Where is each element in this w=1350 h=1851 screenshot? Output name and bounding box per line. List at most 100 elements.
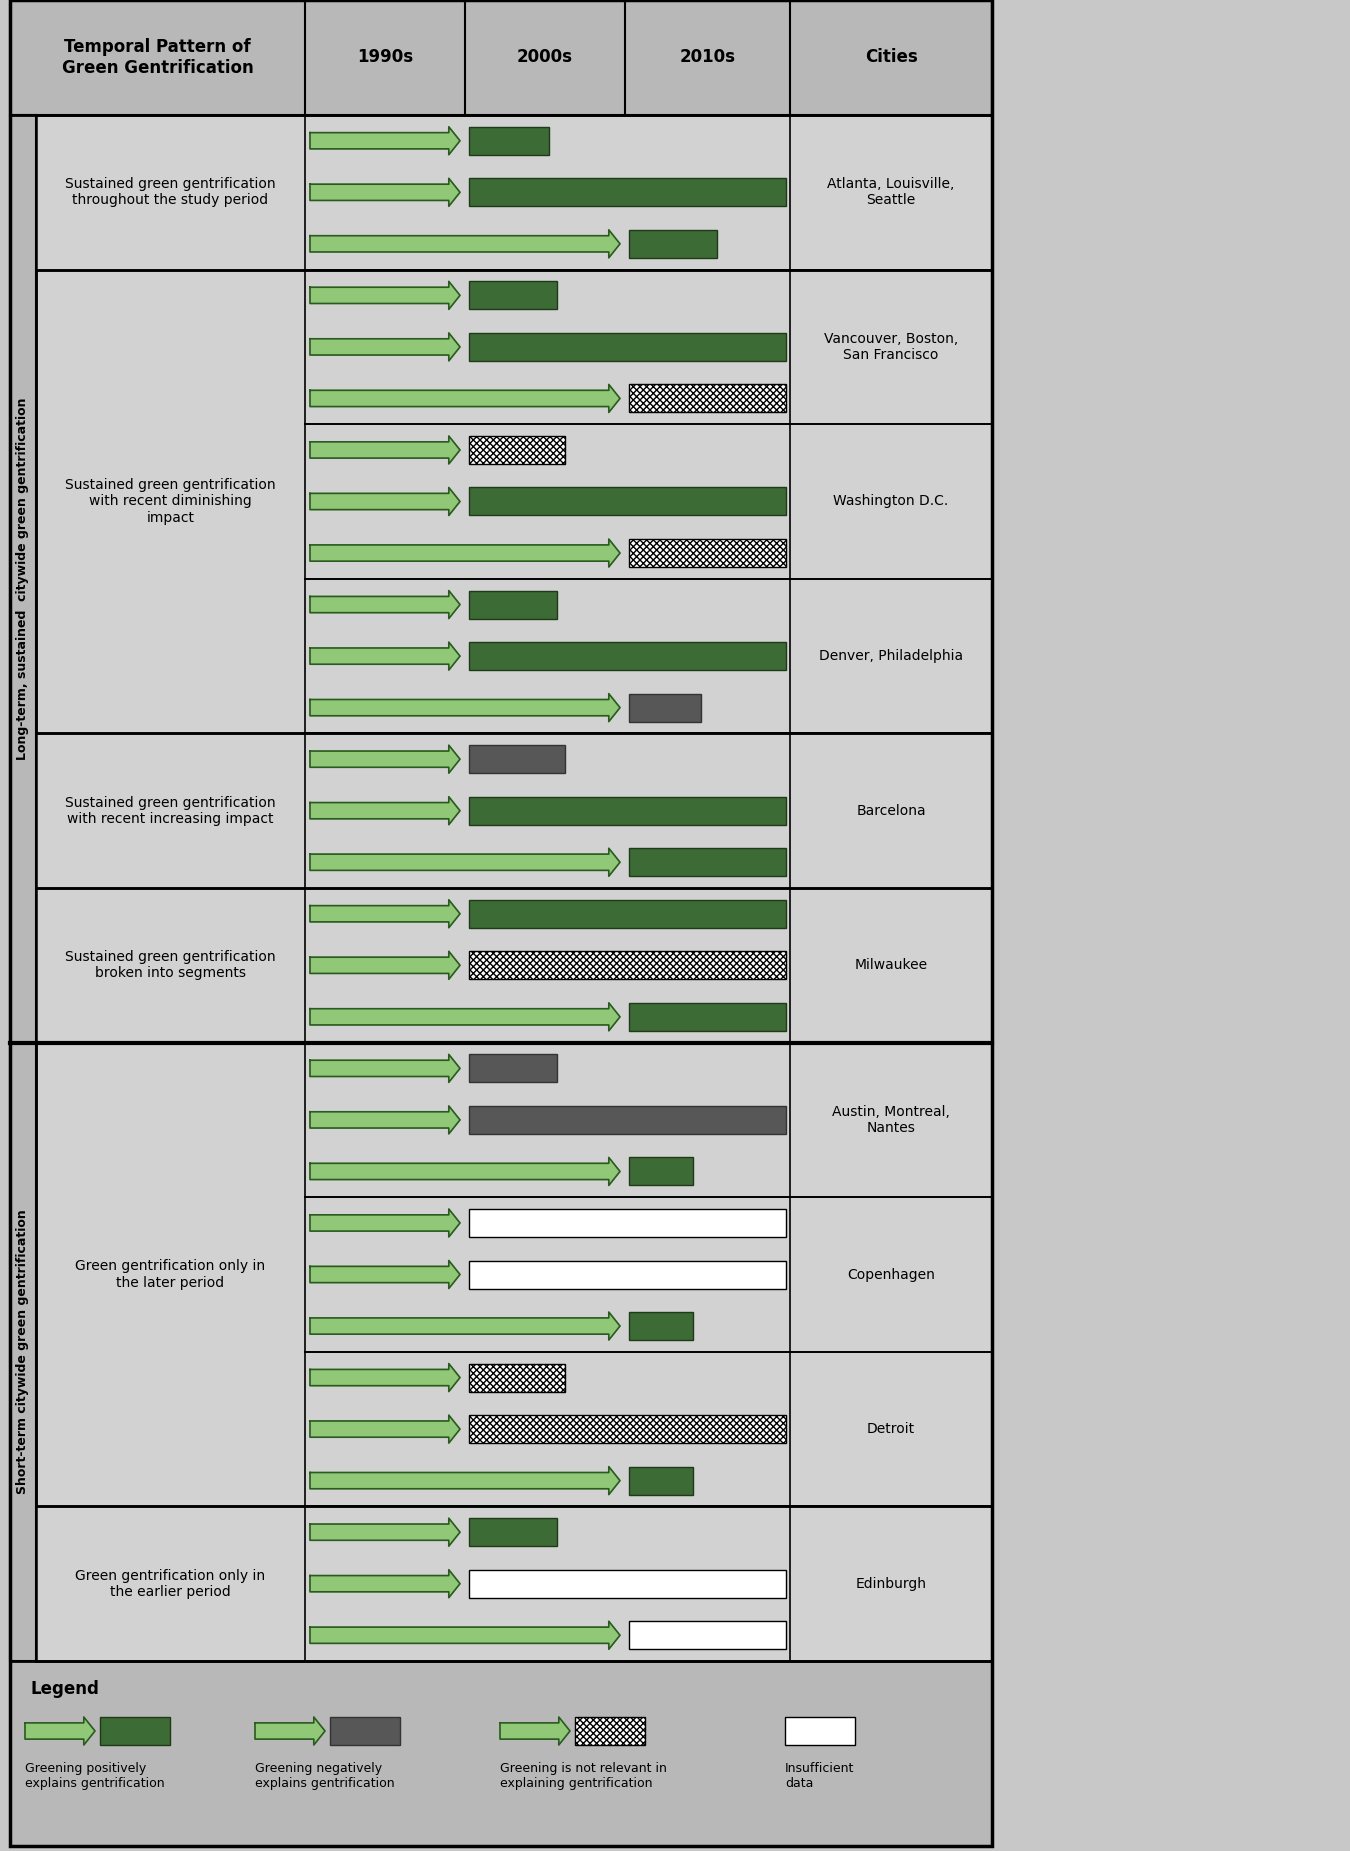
Text: Milwaukee: Milwaukee (855, 959, 927, 972)
Text: Sustained green gentrification
broken into segments: Sustained green gentrification broken in… (65, 950, 275, 981)
Polygon shape (310, 487, 460, 515)
Polygon shape (26, 1718, 94, 1745)
Text: Green gentrification only in
the earlier period: Green gentrification only in the earlier… (76, 1568, 266, 1599)
Polygon shape (310, 437, 460, 465)
Text: Sustained green gentrification
with recent increasing impact: Sustained green gentrification with rece… (65, 796, 275, 826)
Text: Short-term citywide green gentrification: Short-term citywide green gentrification (16, 1209, 30, 1494)
Bar (629, 1621, 786, 1649)
Text: 1990s: 1990s (356, 48, 413, 67)
Polygon shape (310, 694, 620, 722)
Polygon shape (310, 1621, 620, 1649)
Text: Sustained green gentrification
throughout the study period: Sustained green gentrification throughou… (65, 178, 275, 207)
Bar (629, 848, 786, 876)
Bar (468, 796, 786, 826)
Polygon shape (310, 1466, 620, 1494)
Text: Austin, Montreal,
Nantes: Austin, Montreal, Nantes (832, 1105, 950, 1135)
Bar (468, 126, 549, 155)
Text: Vancouver, Boston,
San Francisco: Vancouver, Boston, San Francisco (824, 331, 958, 363)
Polygon shape (310, 178, 460, 205)
Polygon shape (310, 539, 620, 566)
Bar (36, 1507, 992, 1660)
Text: Legend: Legend (30, 1681, 99, 1697)
Text: Insufficient
data: Insufficient data (784, 1762, 855, 1790)
Bar (629, 694, 701, 722)
Text: Detroit: Detroit (867, 1422, 915, 1436)
Bar (629, 1312, 693, 1340)
Bar (468, 1055, 558, 1083)
Bar (9, 0, 992, 115)
Text: Barcelona: Barcelona (856, 803, 926, 818)
Bar (468, 1416, 786, 1444)
Polygon shape (310, 1416, 460, 1444)
Bar (629, 385, 786, 413)
Text: Temporal Pattern of
Green Gentrification: Temporal Pattern of Green Gentrification (62, 39, 254, 78)
Polygon shape (310, 1055, 460, 1083)
Bar (468, 1364, 566, 1392)
Bar (100, 1718, 170, 1745)
Bar (305, 424, 992, 579)
Bar (468, 333, 786, 361)
Bar (305, 1198, 992, 1351)
Polygon shape (310, 590, 460, 618)
Bar (36, 1042, 992, 1507)
Text: Greening positively
explains gentrification: Greening positively explains gentrificat… (26, 1762, 165, 1790)
Bar (629, 1466, 693, 1494)
Polygon shape (255, 1718, 325, 1745)
Text: 2010s: 2010s (679, 48, 736, 67)
Bar (9, 1660, 992, 1845)
Text: Denver, Philadelphia: Denver, Philadelphia (819, 650, 963, 663)
Text: Greening is not relevant in
explaining gentrification: Greening is not relevant in explaining g… (500, 1762, 667, 1790)
Bar (468, 746, 566, 774)
Text: Washington D.C.: Washington D.C. (833, 494, 949, 509)
Bar (305, 579, 992, 733)
Polygon shape (310, 1157, 620, 1185)
Polygon shape (310, 333, 460, 361)
Bar (468, 642, 786, 670)
Bar (468, 1518, 558, 1546)
Polygon shape (310, 1570, 460, 1597)
Bar (629, 539, 786, 566)
Polygon shape (310, 281, 460, 309)
Polygon shape (310, 1209, 460, 1236)
Text: Edinburgh: Edinburgh (856, 1577, 926, 1590)
Bar (629, 1157, 693, 1185)
Bar (468, 1209, 786, 1236)
Polygon shape (310, 642, 460, 670)
Polygon shape (310, 848, 620, 876)
Bar (9, 0, 992, 1845)
Bar (36, 270, 992, 733)
Bar (305, 1351, 992, 1507)
Bar (329, 1718, 400, 1745)
Bar (468, 900, 786, 927)
Text: 2000s: 2000s (517, 48, 572, 67)
Text: Sustained green gentrification
with recent diminishing
impact: Sustained green gentrification with rece… (65, 478, 275, 524)
Bar (36, 733, 992, 888)
Bar (575, 1718, 645, 1745)
Bar (468, 590, 558, 618)
Bar (9, 1042, 36, 1660)
Bar (9, 115, 36, 1042)
Bar (468, 281, 558, 309)
Polygon shape (310, 900, 460, 927)
Polygon shape (310, 1518, 460, 1546)
Polygon shape (310, 385, 620, 413)
Polygon shape (310, 126, 460, 155)
Polygon shape (310, 1364, 460, 1392)
Polygon shape (310, 951, 460, 979)
Polygon shape (310, 230, 620, 257)
Bar (468, 487, 786, 515)
Bar (36, 115, 992, 270)
Bar (629, 1003, 786, 1031)
Bar (468, 1570, 786, 1597)
Bar (468, 951, 786, 979)
Text: Atlanta, Louisville,
Seattle: Atlanta, Louisville, Seattle (828, 178, 954, 207)
Polygon shape (500, 1718, 570, 1745)
Bar (784, 1718, 855, 1745)
Bar (468, 1261, 786, 1288)
Text: Cities: Cities (864, 48, 918, 67)
Polygon shape (310, 1105, 460, 1135)
Bar (36, 1042, 305, 1507)
Polygon shape (310, 796, 460, 826)
Polygon shape (310, 1261, 460, 1288)
Bar (305, 1042, 992, 1198)
